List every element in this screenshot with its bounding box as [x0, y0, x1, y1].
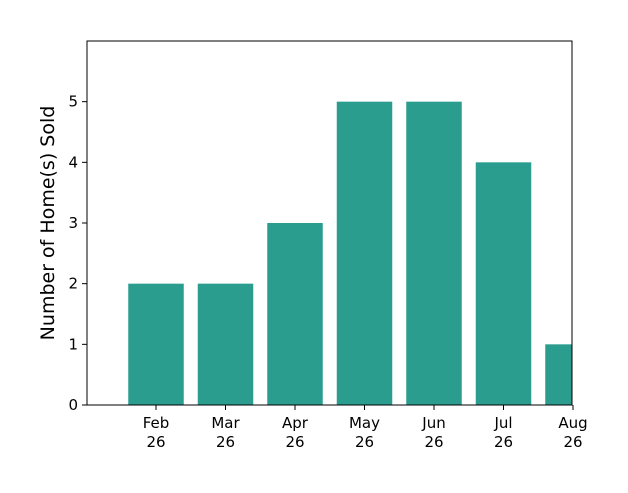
x-tick-label: Aug 26	[558, 414, 587, 451]
x-tick-label: Feb 26	[143, 414, 170, 451]
bar-jun	[406, 101, 462, 405]
x-tick-label: Jun 26	[421, 414, 445, 451]
y-tick-label: 5	[68, 93, 78, 111]
x-tick-label: May 26	[349, 414, 380, 451]
y-tick-label: 1	[68, 335, 78, 353]
bar-may	[336, 101, 393, 405]
y-tick-label: 2	[68, 275, 78, 293]
x-tick-label: Mar 26	[211, 414, 240, 451]
x-tick-label: Apr 26	[282, 414, 309, 451]
bar-feb	[128, 283, 184, 405]
y-tick-label: 0	[68, 396, 78, 414]
bar-mar	[197, 283, 254, 405]
x-tick-label: Jul 26	[493, 414, 513, 451]
y-axis-ticks: 0 1 2 3 4 5	[68, 93, 87, 414]
bar-aug	[545, 344, 572, 405]
bar-jul	[475, 162, 532, 405]
y-tick-label: 4	[68, 153, 78, 171]
bars-group	[128, 101, 572, 405]
y-axis-title: Number of Home(s) Sold	[37, 106, 59, 341]
x-axis-ticks: Feb 26 Mar 26 Apr 26 May 26 Jun 26 Jul 26 Aug 26	[143, 405, 588, 451]
bar-apr	[267, 223, 323, 405]
y-tick-label: 3	[68, 214, 78, 232]
